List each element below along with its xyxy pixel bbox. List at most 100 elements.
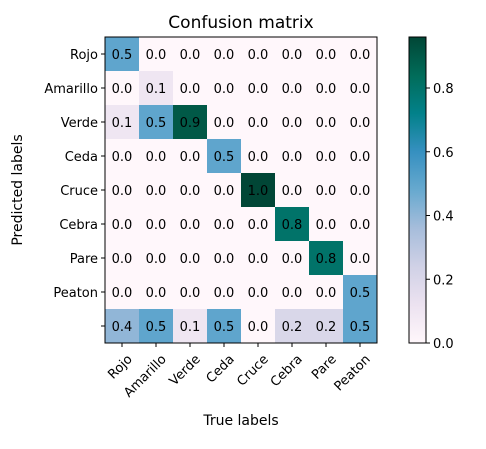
- heatmap-cell: [173, 173, 207, 207]
- chart-title: Confusion matrix: [168, 13, 313, 33]
- cell-value-label: 0.0: [350, 184, 371, 199]
- cell-value-label: 0.2: [316, 320, 337, 335]
- cell-value-label: 0.0: [112, 150, 133, 165]
- cell-value-label: 0.0: [146, 252, 167, 267]
- heatmap-cell: [309, 37, 343, 71]
- cell-value-label: 0.0: [350, 116, 371, 131]
- heatmap-cell: [241, 37, 275, 71]
- x-tick-label: Cruce: [234, 352, 271, 389]
- heatmap-cell: [275, 173, 309, 207]
- y-tick-label: Rojo: [70, 48, 98, 63]
- heatmap-cell: [139, 241, 173, 275]
- cell-value-label: 0.0: [316, 150, 337, 165]
- heatmap-cell: [241, 139, 275, 173]
- cell-value-label: 1.0: [248, 184, 269, 199]
- cell-value-label: 0.0: [282, 48, 303, 63]
- heatmap-cell: [343, 37, 377, 71]
- cell-value-label: 0.0: [146, 286, 167, 301]
- cell-value-label: 0.0: [146, 218, 167, 233]
- x-tick-label: Verde: [167, 352, 204, 389]
- cell-value-label: 0.0: [214, 184, 235, 199]
- heatmap-cell: [139, 309, 173, 343]
- heatmap-cell: [343, 309, 377, 343]
- cell-value-label: 0.5: [112, 48, 133, 63]
- heatmap-cell: [105, 241, 139, 275]
- cell-value-label: 0.0: [112, 184, 133, 199]
- heatmap-cell: [139, 71, 173, 105]
- cell-value-label: 0.0: [146, 150, 167, 165]
- heatmap-cell: [309, 173, 343, 207]
- heatmap-cell: [275, 241, 309, 275]
- heatmap-cell: [275, 275, 309, 309]
- heatmap-cell: [105, 275, 139, 309]
- heatmap-cell: [173, 241, 207, 275]
- cell-value-label: 0.1: [112, 116, 133, 131]
- cell-value-label: 0.0: [214, 82, 235, 97]
- heatmap-cell: [241, 275, 275, 309]
- cell-value-label: 0.0: [316, 218, 337, 233]
- y-tick-label: Cebra: [59, 218, 98, 233]
- colorbar-tick-label: 0.8: [433, 82, 454, 97]
- cell-value-label: 0.0: [214, 48, 235, 63]
- cell-value-label: 0.0: [248, 82, 269, 97]
- heatmap-cell: [309, 71, 343, 105]
- heatmap-cell: [309, 139, 343, 173]
- heatmap-cell: [105, 173, 139, 207]
- cell-value-label: 0.0: [282, 184, 303, 199]
- colorbar-tick-label: 0.4: [433, 210, 454, 225]
- cell-value-label: 0.0: [248, 252, 269, 267]
- heatmap-cell: [139, 173, 173, 207]
- cell-value-label: 0.4: [112, 320, 133, 335]
- cell-value-label: 0.0: [282, 150, 303, 165]
- heatmap-cell: [207, 71, 241, 105]
- heatmap-cell: [173, 105, 207, 139]
- heatmap-cell: [207, 241, 241, 275]
- heatmap-cell: [207, 105, 241, 139]
- cell-value-label: 0.0: [214, 286, 235, 301]
- heatmap-cell: [105, 37, 139, 71]
- x-tick-label: Ceda: [204, 352, 238, 386]
- cell-value-label: 0.8: [316, 252, 337, 267]
- cell-value-label: 0.0: [350, 252, 371, 267]
- cell-value-label: 0.0: [146, 184, 167, 199]
- heatmap-cell: [105, 309, 139, 343]
- heatmap-cell: [275, 309, 309, 343]
- heatmap-cell: [275, 37, 309, 71]
- heatmap-cell: [309, 275, 343, 309]
- cell-value-label: 0.0: [316, 286, 337, 301]
- heatmap-cell: [241, 173, 275, 207]
- cell-value-label: 0.2: [282, 320, 303, 335]
- heatmap-cell: [139, 105, 173, 139]
- x-tick-label: Rojo: [105, 352, 135, 382]
- heatmap-cell: [139, 207, 173, 241]
- cell-value-label: 0.5: [146, 320, 167, 335]
- heatmap-cell: [139, 139, 173, 173]
- cell-value-label: 0.0: [180, 150, 201, 165]
- y-tick-label: Pare: [70, 252, 98, 267]
- heatmap-cell: [241, 71, 275, 105]
- heatmap-cell: [275, 71, 309, 105]
- cell-value-label: 0.0: [350, 218, 371, 233]
- heatmap-cell: [241, 105, 275, 139]
- heatmap-cell: [343, 71, 377, 105]
- heatmap-cell: [207, 207, 241, 241]
- cell-value-label: 0.0: [248, 320, 269, 335]
- heatmap-cell: [173, 37, 207, 71]
- cell-value-label: 0.0: [112, 218, 133, 233]
- cell-value-label: 0.0: [248, 48, 269, 63]
- heatmap-cell: [343, 139, 377, 173]
- heatmap-cell: [275, 105, 309, 139]
- cell-value-label: 0.0: [282, 286, 303, 301]
- heatmap-cell: [275, 207, 309, 241]
- cell-value-label: 0.0: [180, 252, 201, 267]
- heatmap-cell: [309, 105, 343, 139]
- y-axis-label: Predicted labels: [10, 134, 26, 245]
- heatmap-cell: [207, 139, 241, 173]
- heatmap-cell: [207, 275, 241, 309]
- cell-value-label: 0.0: [282, 116, 303, 131]
- heatmap-cell: [139, 37, 173, 71]
- heatmap-cell: [241, 207, 275, 241]
- heatmap-cell: [173, 207, 207, 241]
- x-axis-label: True labels: [202, 413, 278, 429]
- heatmap-cell: [105, 71, 139, 105]
